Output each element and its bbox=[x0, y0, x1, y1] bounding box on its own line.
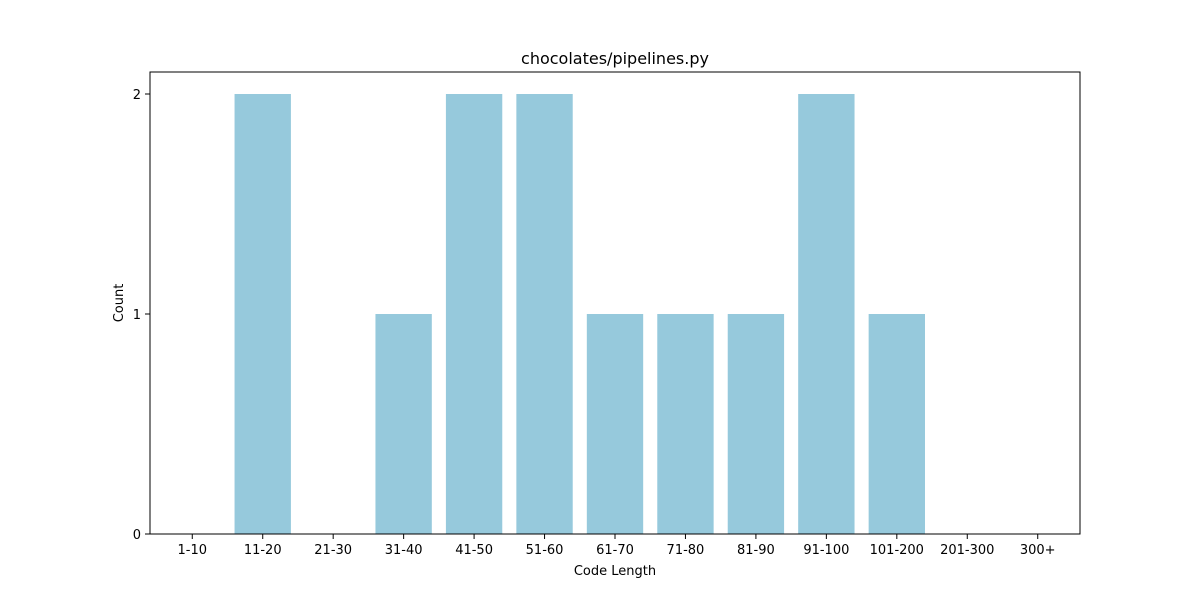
bar-51-60 bbox=[516, 94, 573, 534]
bar-91-100 bbox=[798, 94, 855, 534]
x-tick-label: 81-90 bbox=[737, 543, 775, 558]
x-tick-label: 51-60 bbox=[526, 543, 564, 558]
y-axis-label: Count bbox=[112, 284, 127, 323]
bars-group bbox=[234, 94, 925, 534]
bar-101-200 bbox=[868, 314, 925, 534]
plot-frame bbox=[149, 71, 1081, 535]
y-axis-ticks: 0 1 2 bbox=[133, 88, 150, 543]
x-axis-label: Code Length bbox=[574, 564, 656, 579]
x-tick-label: 61-70 bbox=[596, 543, 634, 558]
bar-41-50 bbox=[445, 94, 503, 534]
x-tick-label: 101-200 bbox=[870, 543, 924, 558]
x-tick-label: 11-20 bbox=[244, 543, 282, 558]
x-tick-label: 300+ bbox=[1020, 543, 1056, 558]
x-tick-label: 201-300 bbox=[940, 543, 994, 558]
bar-11-20 bbox=[234, 94, 291, 534]
x-tick-label: 21-30 bbox=[314, 543, 352, 558]
bar-31-40 bbox=[375, 314, 432, 534]
y-tick-label: 0 bbox=[133, 528, 141, 543]
bar-71-80 bbox=[657, 314, 714, 534]
chart-title: chocolates/pipelines.py bbox=[521, 49, 709, 68]
bar-61-70 bbox=[586, 314, 644, 534]
bar-81-90 bbox=[727, 314, 785, 534]
x-tick-label: 41-50 bbox=[455, 543, 493, 558]
x-tick-label: 71-80 bbox=[667, 543, 705, 558]
y-tick-label: 2 bbox=[133, 88, 141, 103]
x-tick-label: 1-10 bbox=[178, 543, 208, 558]
x-axis-ticks: 1-10 11-20 21-30 31-40 41-50 51-60 61-70 71-80 8… bbox=[178, 534, 1056, 558]
x-tick-label: 91-100 bbox=[803, 543, 849, 558]
y-tick-label: 1 bbox=[133, 308, 141, 323]
x-tick-label: 31-40 bbox=[385, 543, 423, 558]
